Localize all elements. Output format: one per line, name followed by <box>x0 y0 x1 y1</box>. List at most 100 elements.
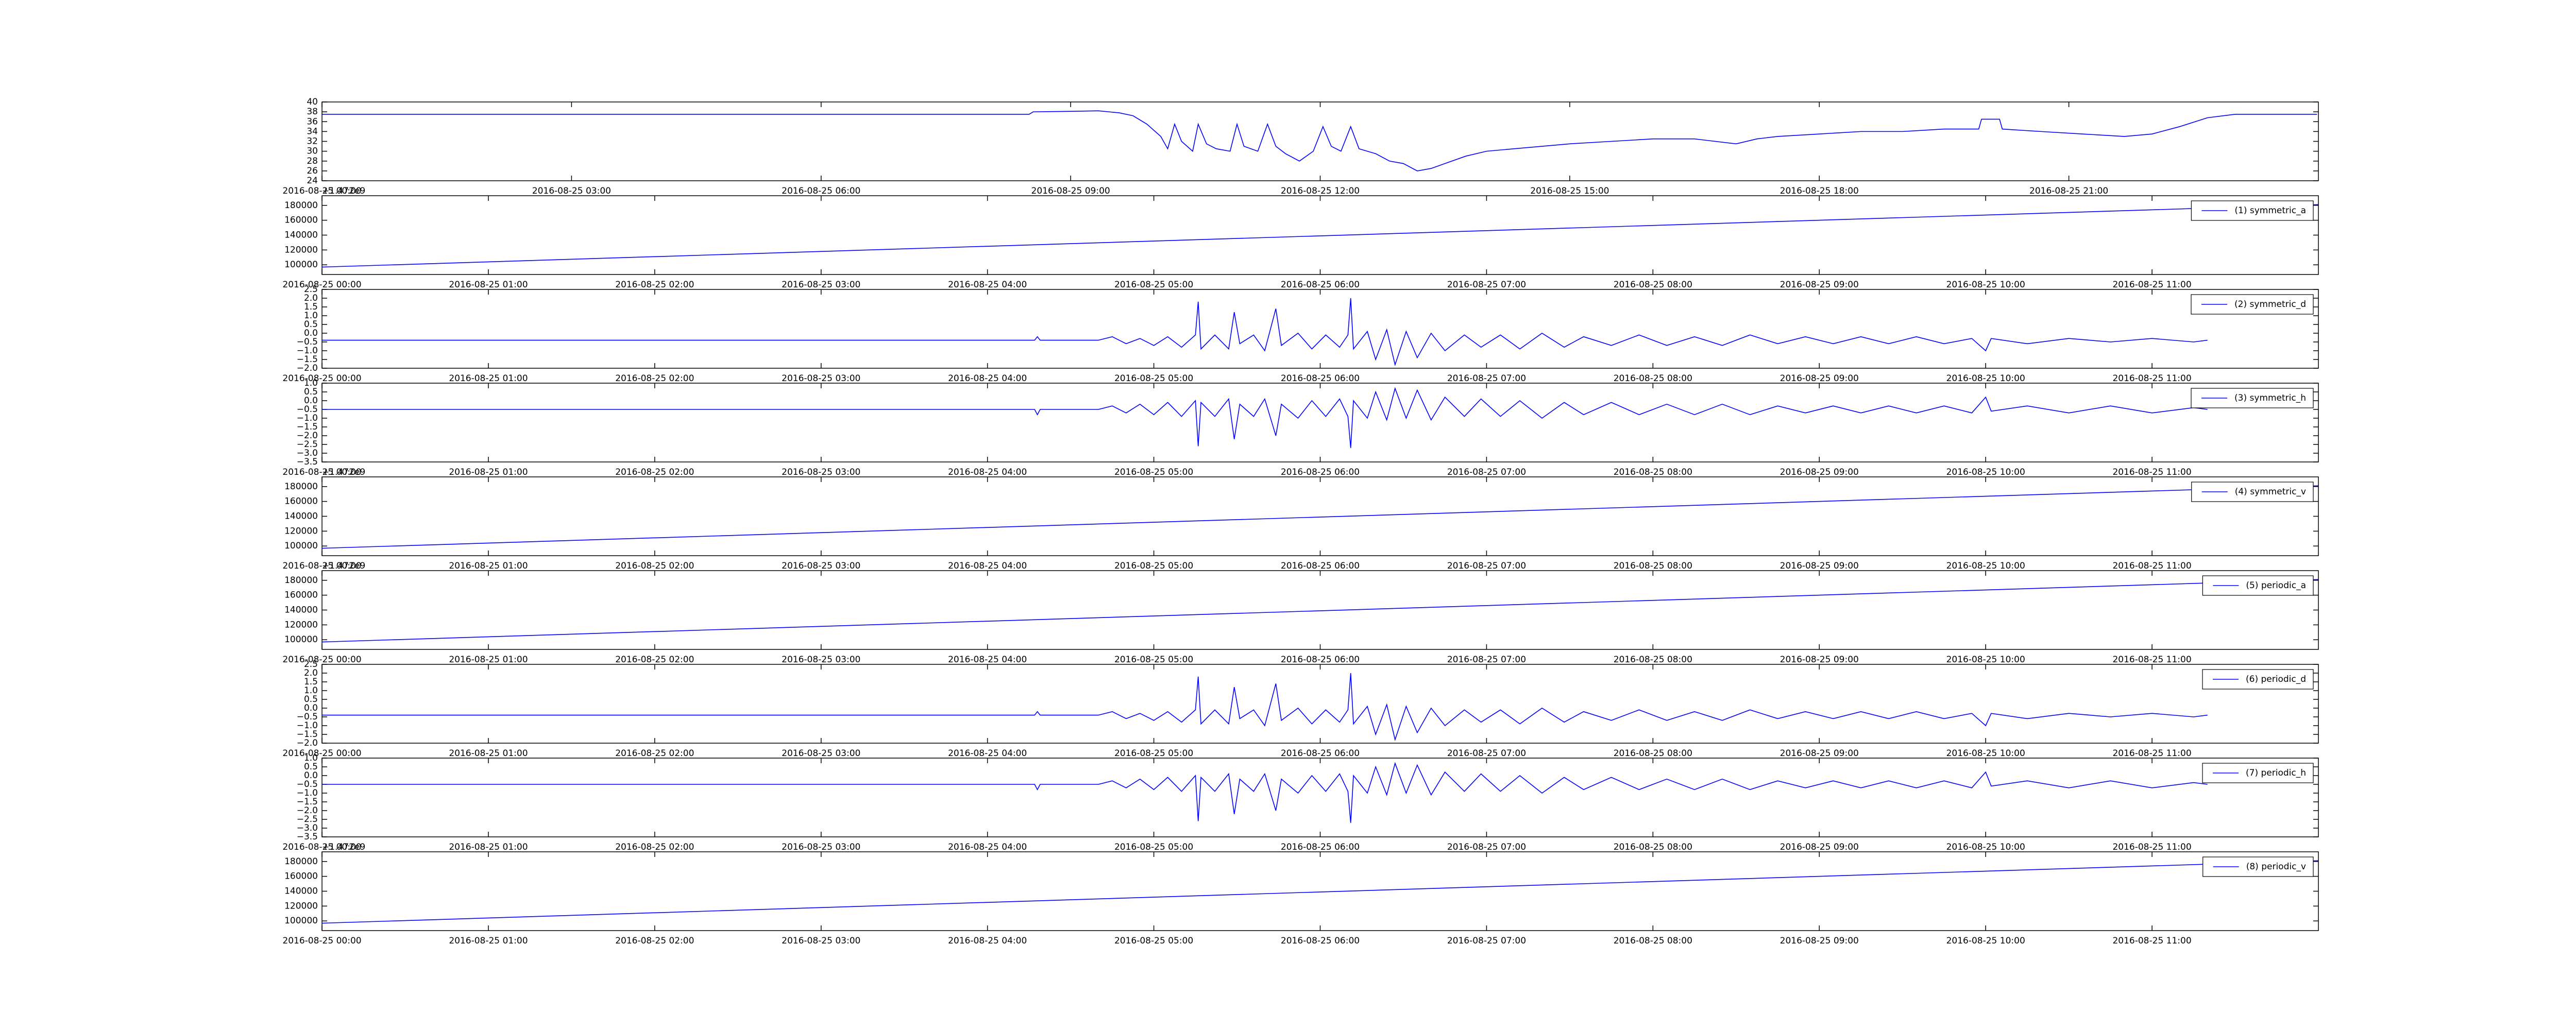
axes-frame <box>321 570 2319 650</box>
y-tick-label: 140000 <box>284 605 318 615</box>
y-tick-label: 0.0 <box>304 703 318 713</box>
x-tick-label: 2016-08-25 08:00 <box>1614 936 1692 946</box>
x-tick-label: 2016-08-25 00:00 <box>282 467 361 477</box>
x-tick-label: 2016-08-25 07:00 <box>1447 936 1526 946</box>
x-tick-label: 2016-08-25 01:00 <box>449 373 528 384</box>
x-tick-label: 2016-08-25 00:00 <box>282 842 361 852</box>
x-tick-label: 2016-08-25 10:00 <box>1946 655 2025 665</box>
y-offset-text: +1.472e9 <box>322 467 365 477</box>
x-tick-label: 2016-08-25 12:00 <box>1281 186 1360 196</box>
x-tick-label: 2016-08-25 03:00 <box>782 748 860 759</box>
x-tick-label: 2016-08-25 01:00 <box>449 936 528 946</box>
x-tick-label: 2016-08-25 11:00 <box>2112 842 2191 852</box>
x-tick-label: 2016-08-25 07:00 <box>1447 561 1526 571</box>
data-line <box>321 204 2319 268</box>
y-tick-label: 1.0 <box>304 311 318 321</box>
x-tick-label: 2016-08-25 08:00 <box>1614 748 1692 759</box>
x-tick-label: 2016-08-25 05:00 <box>1114 373 1193 384</box>
y-tick-label: 1.0 <box>304 753 318 763</box>
axes-frame <box>321 195 2319 275</box>
x-tick-label: 2016-08-25 06:00 <box>1281 467 1360 477</box>
y-tick-label: 26 <box>307 166 318 176</box>
y-tick-label: 180000 <box>284 482 318 492</box>
y-tick-label: 140000 <box>284 230 318 241</box>
x-tick-label: 2016-08-25 02:00 <box>615 280 694 290</box>
x-tick-label: 2016-08-25 10:00 <box>1946 936 2025 946</box>
y-tick-label: 160000 <box>284 496 318 507</box>
x-tick-label: 2016-08-25 03:00 <box>782 936 860 946</box>
x-tick-label: 2016-08-25 06:00 <box>1281 842 1360 852</box>
x-tick-label: 2016-08-25 06:00 <box>782 186 860 196</box>
x-tick-label: 2016-08-25 09:00 <box>1031 186 1110 196</box>
axes-frame <box>321 758 2319 837</box>
x-tick-label: 2016-08-25 06:00 <box>1281 936 1360 946</box>
y-tick-label: 30 <box>307 146 318 157</box>
plot-area <box>322 571 2318 649</box>
x-tick-label: 2016-08-25 09:00 <box>1780 467 1859 477</box>
axes-frame <box>321 476 2319 556</box>
y-tick-label: 0.5 <box>304 762 318 772</box>
x-tick-label: 2016-08-25 04:00 <box>948 561 1027 571</box>
x-tick-label: 2016-08-25 03:00 <box>782 842 860 852</box>
x-tick-label: 2016-08-25 05:00 <box>1114 561 1193 571</box>
y-tick-label: 120000 <box>284 526 318 536</box>
y-tick-label: 100000 <box>284 541 318 551</box>
x-tick-label: 2016-08-25 06:00 <box>1281 655 1360 665</box>
y-tick-label: 2.0 <box>304 293 318 303</box>
y-tick-label: −1.0 <box>297 720 318 731</box>
x-tick-label: 2016-08-25 02:00 <box>615 748 694 759</box>
y-tick-label: 160000 <box>284 590 318 600</box>
plot-area <box>322 664 2318 743</box>
x-tick-label: 2016-08-25 03:00 <box>782 655 860 665</box>
axes-frame <box>321 289 2319 369</box>
y-tick-label: 180000 <box>284 856 318 867</box>
y-tick-label: 160000 <box>284 871 318 882</box>
y-tick-label: 100000 <box>284 916 318 926</box>
x-tick-label: 2016-08-25 05:00 <box>1114 936 1193 946</box>
legend-label: (4) symmetric_v <box>2235 487 2306 497</box>
y-tick-label: 38 <box>307 107 318 117</box>
x-tick-label: 2016-08-25 04:00 <box>948 842 1027 852</box>
y-tick-label: 40 <box>307 97 318 107</box>
y-tick-label: −0.5 <box>297 779 318 789</box>
x-tick-label: 2016-08-25 01:00 <box>449 655 528 665</box>
x-tick-label: 2016-08-25 11:00 <box>2112 373 2191 384</box>
y-tick-label: 0.0 <box>304 396 318 406</box>
y-tick-label: 36 <box>307 116 318 127</box>
y-tick-label: 0.5 <box>304 387 318 397</box>
y-tick-label: −2.0 <box>297 431 318 441</box>
y-tick-label: 120000 <box>284 245 318 255</box>
y-tick-label: −2.5 <box>297 439 318 450</box>
y-tick-label: 0.5 <box>304 319 318 330</box>
x-tick-label: 2016-08-25 05:00 <box>1114 280 1193 290</box>
legend-label: (2) symmetric_d <box>2234 299 2306 310</box>
y-tick-label: −2.0 <box>297 363 318 373</box>
y-tick-label: 1.0 <box>304 685 318 696</box>
y-tick-label: −0.5 <box>297 404 318 415</box>
plot-area <box>322 477 2318 556</box>
axes-frame <box>321 383 2319 462</box>
y-tick-label: −1.0 <box>297 788 318 798</box>
x-tick-label: 2016-08-25 10:00 <box>1946 842 2025 852</box>
y-tick-label: 0.0 <box>304 770 318 781</box>
x-tick-label: 2016-08-25 02:00 <box>615 561 694 571</box>
y-tick-label: −3.5 <box>297 457 318 467</box>
x-tick-label: 2016-08-25 05:00 <box>1114 748 1193 759</box>
x-tick-label: 2016-08-25 09:00 <box>1780 842 1859 852</box>
x-tick-label: 2016-08-25 03:00 <box>532 186 611 196</box>
y-tick-label: −2.5 <box>297 814 318 825</box>
x-tick-label: 2016-08-25 08:00 <box>1614 842 1692 852</box>
axes-frame <box>321 101 2319 181</box>
x-tick-label: 2016-08-25 01:00 <box>449 561 528 571</box>
y-tick-label: −2.0 <box>297 738 318 748</box>
y-tick-label: −3.0 <box>297 448 318 458</box>
x-tick-label: 2016-08-25 05:00 <box>1114 842 1193 852</box>
x-tick-label: 2016-08-25 00:00 <box>282 561 361 571</box>
plot-area <box>322 383 2318 462</box>
axes-frame <box>321 664 2319 744</box>
x-tick-label: 2016-08-25 09:00 <box>1780 748 1859 759</box>
y-tick-label: 0.0 <box>304 328 318 338</box>
x-tick-label: 2016-08-25 02:00 <box>615 373 694 384</box>
x-tick-label: 2016-08-25 00:00 <box>282 655 361 665</box>
